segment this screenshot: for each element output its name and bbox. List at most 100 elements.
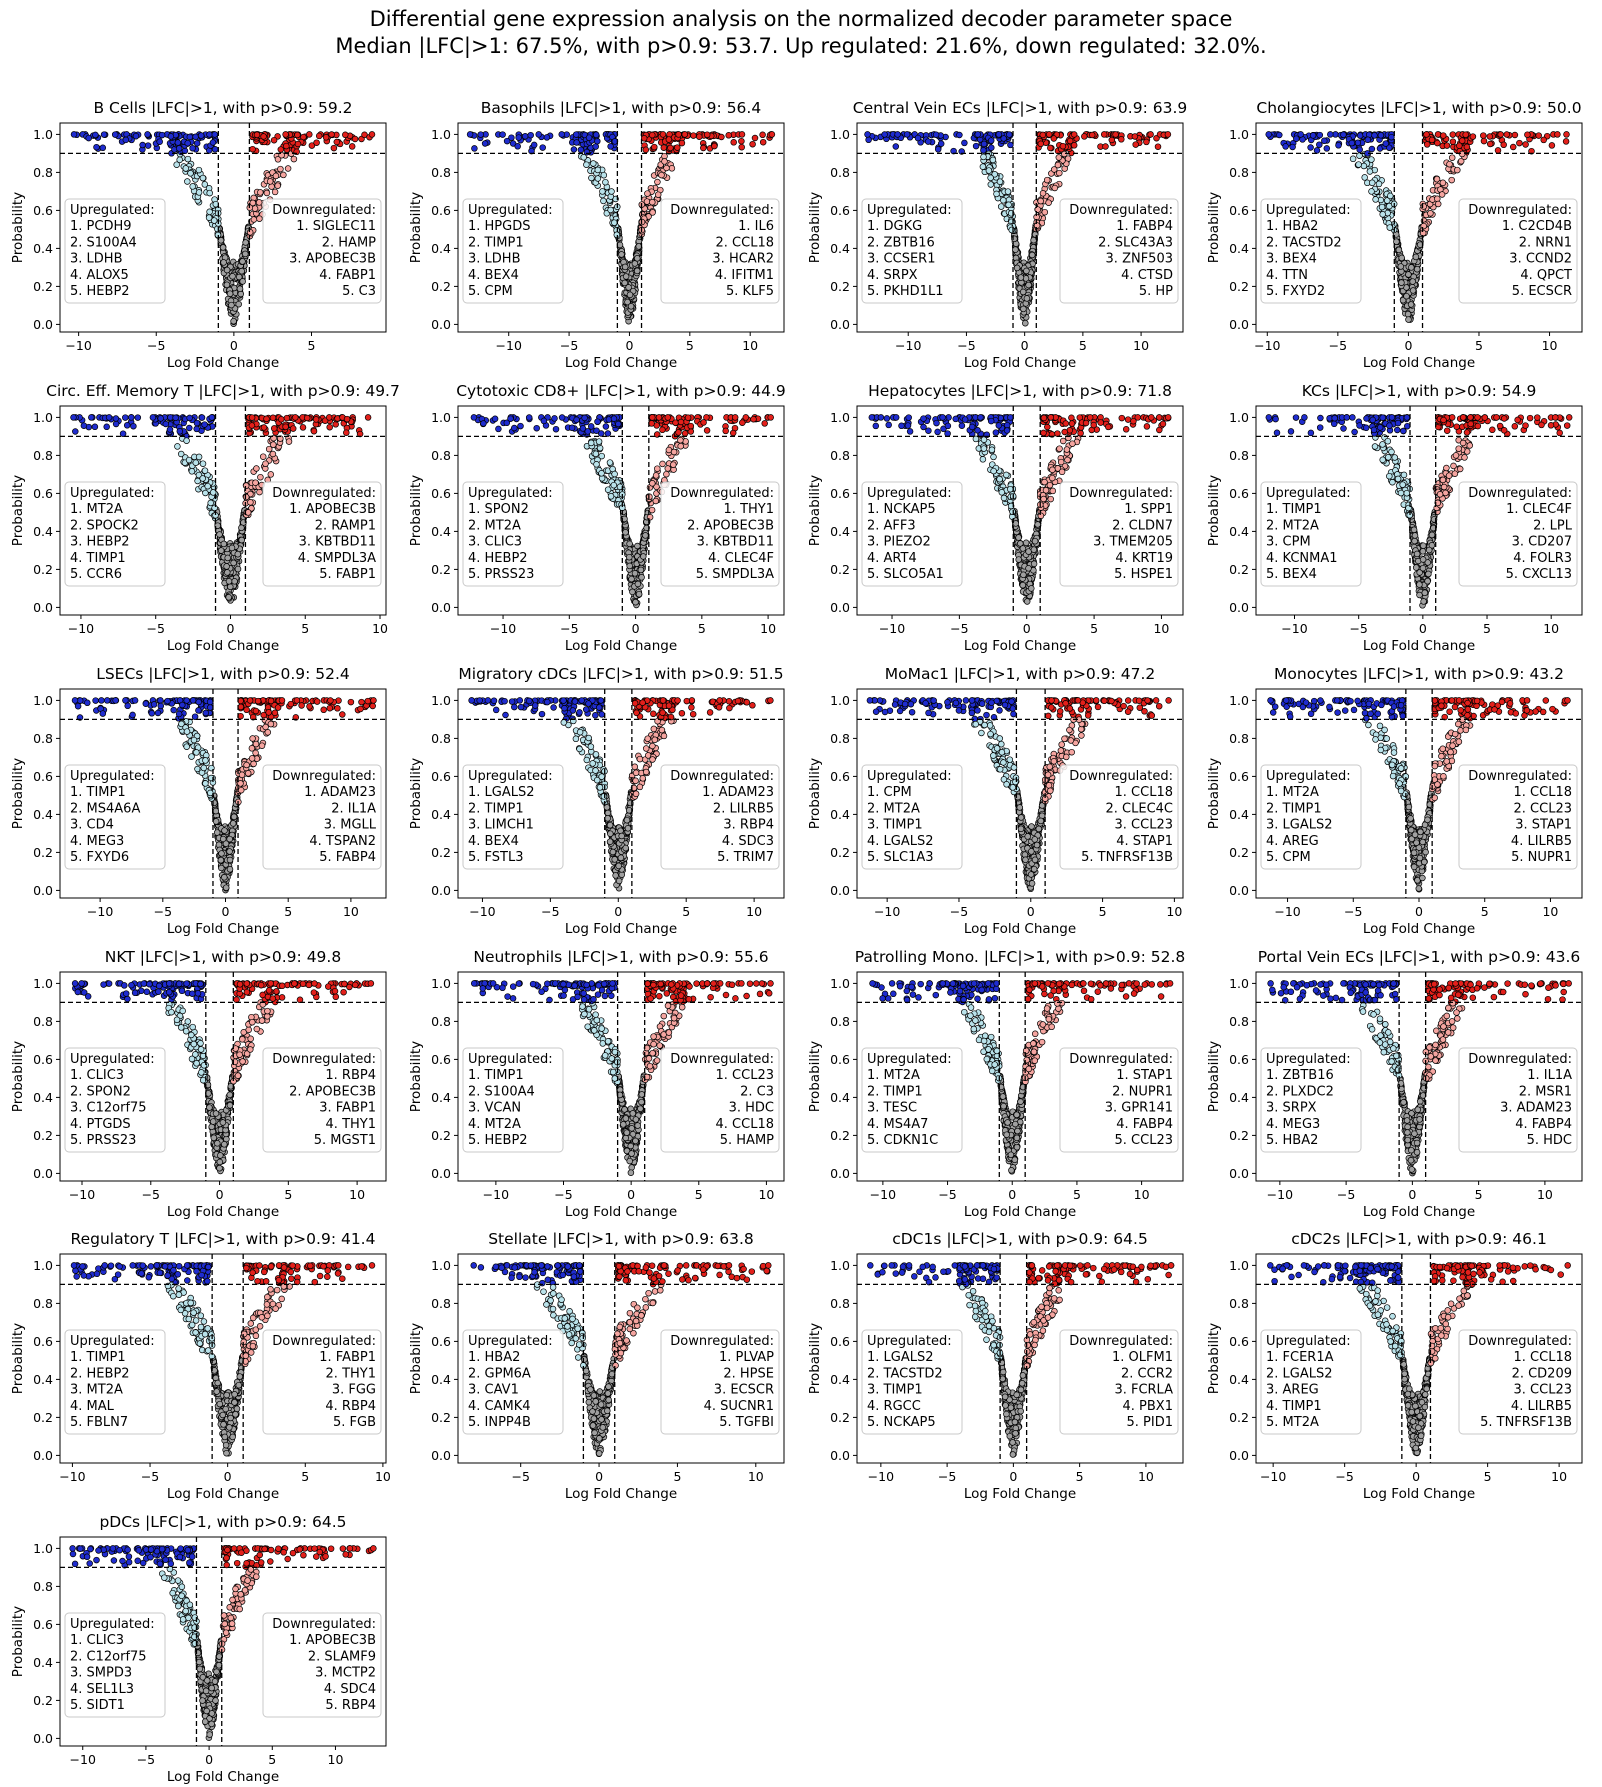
gene-point [1069, 440, 1076, 447]
gene-point [1400, 471, 1408, 479]
gene-point [242, 239, 249, 246]
legend-gene: 1. SPON2 [468, 502, 529, 517]
gene-point [996, 178, 1004, 185]
gene-point [184, 139, 191, 147]
gene-point [283, 142, 290, 150]
gene-point [235, 273, 243, 281]
gene-point [1122, 426, 1130, 433]
gene-point [1410, 526, 1418, 534]
gene-point [598, 470, 605, 477]
gene-point [644, 190, 651, 197]
legend-gene: 1. C2CD4B [1502, 219, 1572, 234]
gene-point [230, 317, 237, 325]
gene-point [105, 414, 113, 421]
gene-point [255, 199, 263, 206]
gene-point [1023, 295, 1031, 302]
suptitle-line-2: Median |LFC|>1: 67.5%, with p>0.9: 53.7.… [335, 34, 1267, 58]
gene-point [607, 206, 614, 214]
gene-point [993, 190, 1000, 198]
gene-point [211, 504, 218, 512]
x-tick-label: −10 [1254, 338, 1280, 353]
gene-point [514, 143, 521, 150]
gene-point [1082, 419, 1090, 427]
gene-point [1023, 267, 1030, 275]
gene-point [1025, 281, 1032, 289]
y-tick-label: 0.4 [830, 241, 850, 256]
gene-point [1108, 136, 1116, 144]
gene-point [277, 146, 285, 153]
gene-point [1456, 465, 1464, 473]
gene-point [1028, 585, 1035, 592]
gene-point [997, 203, 1005, 210]
gene-point [1368, 145, 1376, 153]
gene-point [289, 425, 297, 432]
gene-point [239, 258, 246, 265]
gene-point [533, 424, 540, 432]
gene-point [621, 279, 628, 287]
gene-point [1378, 203, 1386, 211]
gene-point [1434, 139, 1441, 147]
gene-point [252, 479, 259, 486]
gene-point [872, 422, 880, 430]
gene-point [663, 470, 670, 478]
gene-point [325, 414, 333, 421]
gene-point [1486, 133, 1494, 140]
gene-point [570, 146, 578, 153]
gene-point [1360, 162, 1368, 170]
gene-point [239, 278, 246, 285]
legend-gene: 4. TIMP1 [70, 551, 126, 566]
x-tick-label: 5 [1079, 338, 1087, 353]
gene-point [1025, 548, 1032, 555]
gene-point [606, 459, 614, 466]
gene-point [654, 191, 662, 198]
gene-point [664, 414, 672, 421]
gene-point [579, 425, 587, 432]
gene-point [269, 414, 277, 422]
gene-point [511, 424, 518, 432]
gene-point [197, 132, 205, 139]
legend-gene: 4. SMPDL3A [298, 551, 376, 566]
gene-point [176, 428, 184, 435]
gene-point [649, 480, 656, 487]
gene-point [162, 420, 170, 428]
legend-gene: 2. SLC43A3 [1098, 235, 1173, 250]
legend-gene: 1. NCKAP5 [867, 502, 936, 517]
gene-point [294, 140, 302, 148]
gene-point [195, 166, 203, 174]
gene-point [1494, 147, 1502, 154]
gene-point [195, 453, 203, 461]
y-tick-label: 0.4 [33, 241, 53, 256]
gene-point [272, 172, 280, 180]
gene-point [193, 140, 201, 147]
gene-point [1349, 155, 1357, 163]
y-tick-label: 0.2 [33, 562, 53, 577]
gene-point [580, 154, 587, 161]
x-axis-label: Log Fold Change [964, 638, 1076, 654]
gene-point [877, 414, 885, 421]
gene-point [1445, 472, 1453, 479]
gene-point [1008, 226, 1015, 234]
gene-point [626, 291, 634, 299]
gene-point [1535, 132, 1542, 139]
gene-point [914, 134, 922, 142]
gene-point [1102, 143, 1109, 150]
legend-gene: 2. ZBTB16 [867, 235, 935, 250]
gene-point [1448, 176, 1455, 184]
gene-point [1434, 195, 1441, 203]
gene-point [351, 135, 359, 143]
gene-point [246, 229, 254, 236]
gene-point [903, 131, 911, 138]
gene-point [635, 590, 643, 598]
y-tick-label: 0.2 [830, 279, 850, 294]
x-tick-label: 0 [230, 338, 238, 353]
gene-point [1022, 539, 1030, 547]
gene-point [1486, 140, 1494, 148]
gene-point [1000, 197, 1007, 204]
gene-point [988, 144, 995, 151]
gene-point [123, 422, 131, 429]
